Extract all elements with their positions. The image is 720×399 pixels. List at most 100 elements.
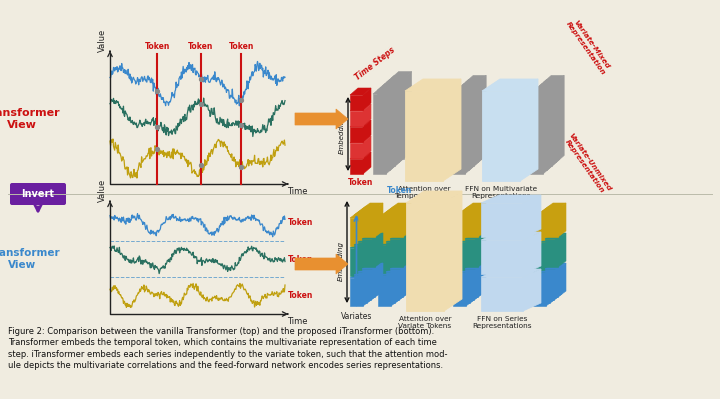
Polygon shape: [363, 104, 371, 126]
Text: Token: Token: [228, 42, 254, 51]
Polygon shape: [541, 206, 562, 212]
Polygon shape: [350, 111, 363, 126]
Polygon shape: [350, 278, 363, 306]
Polygon shape: [545, 209, 558, 237]
Polygon shape: [354, 209, 375, 215]
Polygon shape: [554, 266, 562, 300]
Polygon shape: [457, 245, 470, 273]
Polygon shape: [363, 212, 371, 246]
Polygon shape: [378, 218, 391, 246]
Polygon shape: [363, 136, 371, 158]
Polygon shape: [443, 79, 461, 181]
Polygon shape: [350, 88, 371, 95]
Polygon shape: [537, 245, 550, 273]
Polygon shape: [539, 79, 560, 86]
Polygon shape: [377, 90, 390, 170]
Polygon shape: [390, 263, 411, 269]
Polygon shape: [354, 245, 367, 273]
Polygon shape: [386, 272, 399, 300]
Polygon shape: [547, 83, 555, 170]
Text: Token: Token: [288, 291, 313, 300]
Polygon shape: [390, 83, 398, 170]
Polygon shape: [399, 236, 407, 270]
Polygon shape: [537, 209, 558, 215]
Polygon shape: [482, 79, 538, 91]
Polygon shape: [453, 278, 466, 306]
Polygon shape: [375, 263, 383, 297]
Polygon shape: [399, 206, 407, 240]
Polygon shape: [405, 91, 443, 181]
Polygon shape: [470, 239, 478, 273]
Polygon shape: [350, 143, 363, 158]
Polygon shape: [363, 272, 371, 306]
Polygon shape: [362, 263, 383, 269]
Polygon shape: [533, 272, 554, 278]
Polygon shape: [373, 87, 394, 94]
Polygon shape: [382, 86, 395, 166]
Polygon shape: [457, 275, 470, 303]
Text: Value: Value: [98, 29, 107, 52]
Polygon shape: [537, 215, 550, 243]
Polygon shape: [391, 242, 399, 276]
Polygon shape: [391, 272, 399, 306]
Polygon shape: [457, 209, 478, 215]
Polygon shape: [453, 242, 474, 248]
Polygon shape: [533, 278, 546, 306]
Polygon shape: [537, 269, 558, 275]
Polygon shape: [382, 269, 403, 275]
Polygon shape: [378, 212, 399, 218]
Text: Value: Value: [98, 179, 107, 202]
Polygon shape: [382, 275, 395, 303]
Polygon shape: [390, 239, 403, 267]
Polygon shape: [474, 266, 482, 300]
Polygon shape: [469, 83, 477, 170]
Polygon shape: [452, 87, 473, 94]
Polygon shape: [466, 242, 474, 276]
Polygon shape: [461, 266, 482, 272]
Polygon shape: [362, 209, 375, 237]
Polygon shape: [523, 232, 541, 274]
Polygon shape: [537, 275, 550, 303]
Polygon shape: [386, 75, 408, 83]
Polygon shape: [465, 239, 478, 267]
Text: Transformer
View: Transformer View: [0, 108, 60, 130]
Polygon shape: [533, 218, 546, 246]
FancyBboxPatch shape: [10, 183, 66, 205]
Polygon shape: [444, 191, 462, 311]
Polygon shape: [541, 236, 562, 242]
Polygon shape: [363, 120, 371, 142]
Polygon shape: [465, 263, 486, 269]
Polygon shape: [481, 269, 541, 277]
Polygon shape: [386, 212, 399, 240]
Polygon shape: [377, 83, 398, 90]
Polygon shape: [461, 272, 474, 300]
Polygon shape: [545, 233, 566, 239]
Polygon shape: [378, 272, 399, 278]
Polygon shape: [378, 242, 399, 248]
Polygon shape: [358, 266, 379, 272]
Polygon shape: [481, 240, 523, 274]
Polygon shape: [354, 239, 375, 245]
Text: Attention over
Temporal Tokens: Attention over Temporal Tokens: [394, 186, 454, 199]
Polygon shape: [350, 136, 371, 143]
Polygon shape: [371, 206, 379, 240]
Polygon shape: [481, 277, 523, 311]
Polygon shape: [543, 87, 551, 174]
Polygon shape: [534, 90, 547, 170]
Polygon shape: [390, 233, 411, 239]
Text: Attention over
Variate Tokens: Attention over Variate Tokens: [398, 316, 451, 329]
Polygon shape: [350, 212, 371, 218]
Polygon shape: [543, 75, 564, 83]
Polygon shape: [461, 236, 482, 242]
Polygon shape: [554, 236, 562, 270]
Polygon shape: [371, 266, 379, 300]
Polygon shape: [541, 212, 554, 240]
Polygon shape: [478, 233, 486, 267]
Polygon shape: [362, 269, 375, 297]
Polygon shape: [350, 95, 363, 110]
Polygon shape: [358, 242, 371, 270]
Polygon shape: [461, 242, 474, 270]
Polygon shape: [545, 203, 566, 209]
Polygon shape: [470, 209, 478, 243]
Polygon shape: [391, 79, 404, 158]
